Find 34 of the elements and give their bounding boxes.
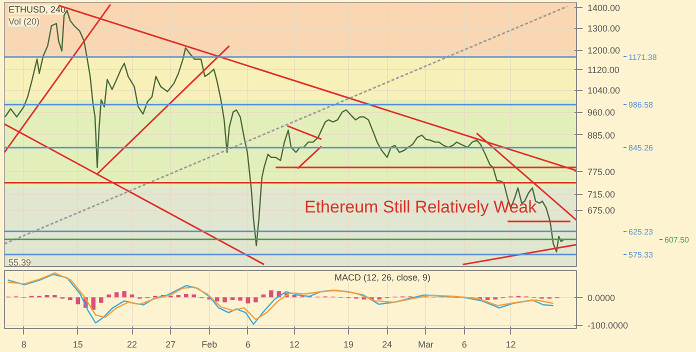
y-tick-label: 775.00 (588, 167, 616, 178)
x-tick-label: 8 (21, 340, 26, 350)
x-tick-label: 24 (382, 340, 392, 350)
ref-line-label: 625.23 (628, 227, 654, 236)
y-tick-label: 960.00 (588, 108, 616, 118)
ref-line-label: 1171.38 (628, 52, 658, 62)
x-tick-label: 19 (343, 340, 354, 350)
x-tick-label: Mar (418, 340, 434, 350)
y-tick-label: 715.00 (588, 190, 616, 200)
x-tick-label: Feb (202, 340, 218, 350)
y-tick-label: 885.00 (588, 130, 616, 140)
y-tick-label: 1200.00 (588, 46, 620, 56)
y-tick-label: 0.0000 (588, 292, 616, 303)
ref-line-label: 986.58 (628, 100, 654, 110)
x-tick-label: 12 (289, 340, 300, 350)
y-tick-label: 1120.00 (588, 64, 620, 75)
x-tick-label: 6 (462, 340, 467, 350)
x-tick-label: 6 (245, 340, 250, 350)
x-tick-label: 12 (506, 340, 516, 350)
annotation: 55.39 (8, 258, 32, 268)
x-tick-label: 15 (72, 340, 83, 350)
ref-line-label: 845.26 (628, 144, 654, 153)
annotation: Ethereum Still Relatively Weak (304, 198, 538, 216)
ref-line-label: 575.33 (628, 250, 654, 260)
x-tick-label: 27 (166, 340, 176, 350)
x-tick-label: 22 (127, 340, 138, 350)
y-tick-label: -100.0000 (588, 320, 628, 331)
y-tick-label: 1400.00 (588, 2, 620, 13)
y-tick-label: 675.00 (588, 206, 616, 216)
annotation: Vol (20) (8, 16, 40, 26)
y-tick-label: 1040.00 (588, 86, 620, 96)
chart-title: MACD (12, 26, close, 9) (334, 272, 431, 282)
y-tick-label: 1300.00 (588, 24, 620, 34)
ref-line-label: 607.50 (664, 235, 690, 244)
